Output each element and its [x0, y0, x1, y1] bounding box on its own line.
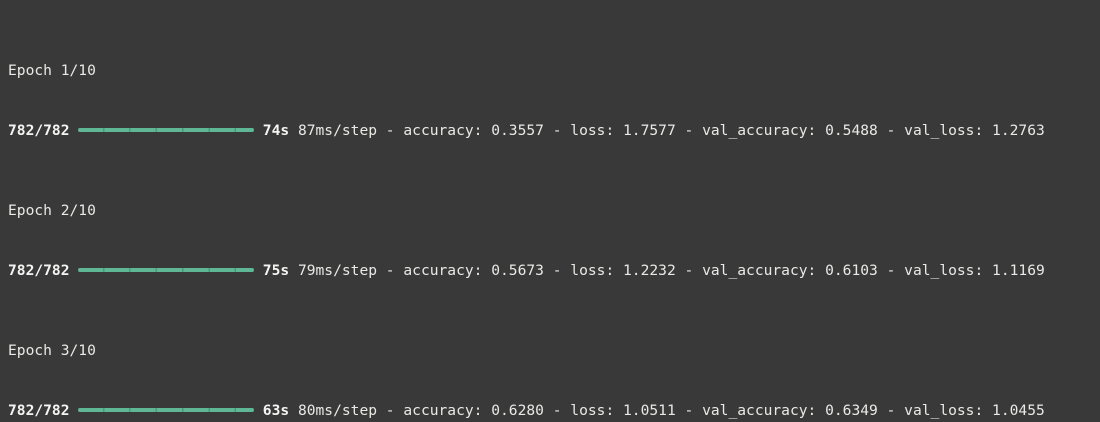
- epoch-header: Epoch 1/10: [8, 62, 96, 79]
- epoch-progress-line: 782/782 74s 87ms/step - accuracy: 0.3557 -…: [8, 121, 1100, 141]
- epoch-time: 75s: [262, 262, 290, 279]
- epoch-progress-line: 782/782 75s 79ms/step - accuracy: 0.5673 -…: [8, 261, 1100, 281]
- epoch-header: Epoch 2/10: [8, 202, 96, 219]
- progress-bar: [78, 268, 255, 272]
- epoch-time: 63s: [262, 402, 290, 419]
- epoch-metrics: 87ms/step - accuracy: 0.3557 - loss: 1.7…: [297, 122, 1045, 139]
- epoch-header: Epoch 3/10: [8, 342, 96, 359]
- progress-bar: [78, 128, 255, 132]
- epoch-time: 74s: [262, 122, 290, 139]
- step-counter: 782/782: [8, 262, 70, 279]
- epoch-metrics: 80ms/step - accuracy: 0.6280 - loss: 1.0…: [297, 402, 1045, 419]
- step-counter: 782/782: [8, 122, 70, 139]
- epoch-progress-line: 782/782 63s 80ms/step - accuracy: 0.6280 -…: [8, 401, 1100, 421]
- epoch-metrics: 79ms/step - accuracy: 0.5673 - loss: 1.2…: [297, 262, 1045, 279]
- step-counter: 782/782: [8, 402, 70, 419]
- progress-bar: [78, 408, 255, 412]
